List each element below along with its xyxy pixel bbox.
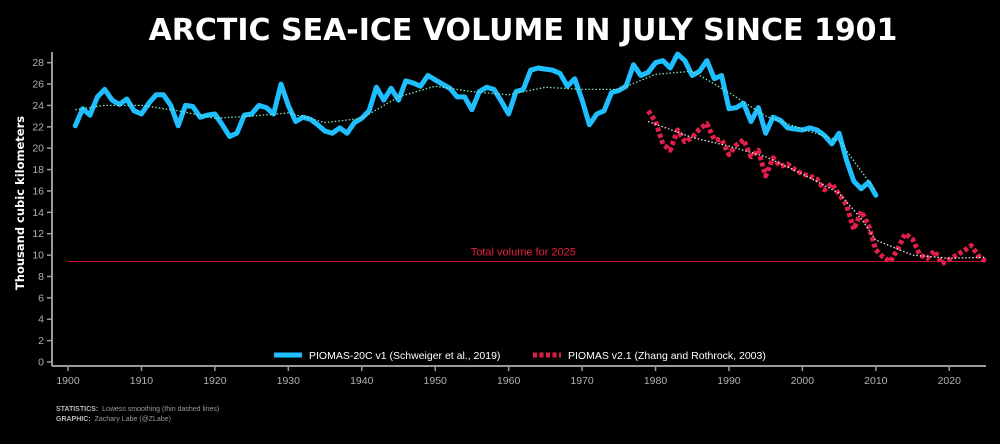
footer-stats-text: Lowess smoothing (thin dashed lines) [102, 406, 219, 413]
y-tick-label: 10 [32, 250, 44, 262]
legend-label-piomas-v21: PIOMAS v2.1 (Zhang and Rothrock, 2003) [568, 350, 766, 362]
y-tick-label: 14 [32, 207, 44, 219]
y-tick-label: 8 [38, 271, 44, 283]
x-tick-label: 1910 [130, 375, 154, 387]
x-tick-label: 2000 [791, 375, 815, 387]
y-tick-label: 12 [32, 228, 44, 240]
y-tick-label: 4 [38, 314, 44, 326]
svg-text:STATISTICS: Lowess smoot: STATISTICS: Lowess smoothing (thin dashe… [56, 406, 219, 413]
x-tick-label: 1900 [56, 375, 80, 387]
series-piomas-20c [72, 51, 879, 198]
series-lowess-piomas-v21 [647, 120, 987, 259]
x-tick-label: 2010 [864, 375, 888, 387]
y-tick-label: 22 [32, 121, 44, 133]
x-tick-label: 1940 [350, 375, 374, 387]
footer: STATISTICS: Lowess smoothing (thin dashe… [56, 406, 219, 423]
y-axis-label: Thousand cubic kilometers [13, 116, 27, 290]
y-tick-label: 28 [32, 57, 44, 69]
svg-text:GRAPHIC: Zachary Labe (@: GRAPHIC: Zachary Labe (@ZLabe) [56, 416, 171, 423]
y-tick-label: 26 [32, 79, 44, 91]
chart-title: ARCTIC SEA-ICE VOLUME IN JULY SINCE 1901 [149, 13, 898, 48]
legend-label-piomas-20c: PIOMAS-20C v1 (Schweiger et al., 2019) [309, 350, 500, 362]
reference-line-group: Total volume for 2025 [68, 247, 986, 263]
reference-line-label: Total volume for 2025 [471, 247, 576, 259]
x-tick-label: 1970 [570, 375, 594, 387]
x-tick-label: 1980 [644, 375, 668, 387]
x-tick-label: 1930 [277, 375, 301, 387]
y-tick-label: 24 [32, 100, 44, 112]
footer-graphic-text: Zachary Labe (@ZLabe) [95, 416, 171, 423]
y-tick-label: 6 [38, 292, 44, 304]
y-tick-label: 16 [32, 185, 44, 197]
y-tick-label: 18 [32, 164, 44, 176]
x-tick-label: 1920 [203, 375, 227, 387]
series-lowess-piomas-20c [75, 70, 877, 192]
footer-graphic-label: GRAPHIC: [56, 416, 91, 423]
legend: PIOMAS-20C v1 (Schweiger et al., 2019) P… [274, 350, 766, 362]
x-tick-label: 1990 [717, 375, 741, 387]
y-tick-label: 0 [38, 357, 44, 369]
x-tick-label: 2020 [938, 375, 962, 387]
x-ticks: 1900 1910 1920 1930 1940 1950 1960 1970 1980 1990… [56, 366, 961, 387]
series-piomas-v21 [646, 109, 988, 267]
series-layer [72, 51, 988, 267]
x-tick-label: 1950 [424, 375, 448, 387]
axes [51, 52, 986, 367]
x-tick-label: 1960 [497, 375, 521, 387]
y-tick-label: 20 [32, 143, 44, 155]
footer-stats-label: STATISTICS: [56, 406, 98, 413]
y-tick-label: 2 [38, 335, 44, 347]
